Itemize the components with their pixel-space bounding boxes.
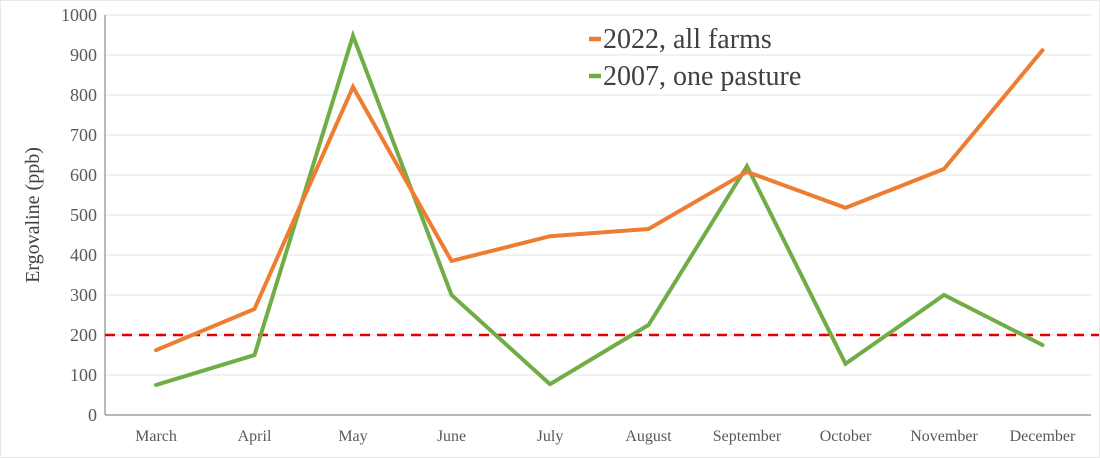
data-point (942, 167, 946, 171)
y-tick-label: 200 (70, 325, 97, 345)
data-point (253, 307, 256, 311)
series-line-2007 (154, 29, 1045, 387)
data-point (1041, 48, 1044, 52)
x-tick-label: August (625, 428, 672, 445)
x-tick-label: November (910, 428, 978, 445)
data-point (647, 323, 650, 327)
data-point (450, 259, 453, 263)
axes: 0 100 200 300 400 500 600 700 800 900 1000 March Apr… (61, 5, 1091, 445)
y-tick-label: 0 (88, 405, 97, 425)
y-tick-label: 100 (70, 365, 97, 385)
y-tick-label: 800 (70, 85, 97, 105)
data-point (745, 170, 749, 174)
y-tick-label: 300 (70, 285, 97, 305)
gridlines (105, 14, 1091, 376)
y-tick-label: 600 (70, 165, 97, 185)
data-point (154, 348, 158, 352)
data-point (647, 227, 650, 231)
data-point (450, 293, 453, 297)
data-point (351, 85, 355, 89)
y-tick-label: 500 (70, 205, 97, 225)
data-point (548, 234, 552, 238)
y-axis-title: Ergovaline (ppb) (22, 147, 44, 283)
x-tick-label: April (238, 428, 272, 445)
x-tick-label: March (135, 428, 177, 445)
x-tick-label: July (537, 428, 564, 445)
data-point (1041, 343, 1044, 347)
data-point (154, 383, 158, 387)
legend: 2022, all farms 2007, one pasture (589, 24, 801, 92)
data-point (745, 164, 749, 168)
y-tick-label: 900 (70, 45, 97, 65)
x-tick-label: October (820, 428, 872, 445)
x-tick-label: September (713, 428, 782, 445)
x-tick-label: May (338, 428, 367, 445)
data-point (942, 293, 946, 297)
series-group (154, 29, 1045, 387)
y-tick-label: 1000 (61, 5, 97, 25)
data-point (351, 34, 355, 38)
x-tick-label: December (1010, 428, 1076, 445)
data-point (844, 362, 847, 366)
x-tick-label: June (437, 428, 466, 445)
y-tick-label: 700 (70, 125, 97, 145)
y-tick-label: 400 (70, 245, 97, 265)
series-line-2022 (154, 48, 1045, 353)
data-point (548, 382, 552, 386)
data-point (844, 206, 847, 210)
data-point (253, 353, 256, 357)
legend-label: 2022, all farms (603, 24, 772, 55)
legend-label: 2007, one pasture (603, 61, 801, 92)
